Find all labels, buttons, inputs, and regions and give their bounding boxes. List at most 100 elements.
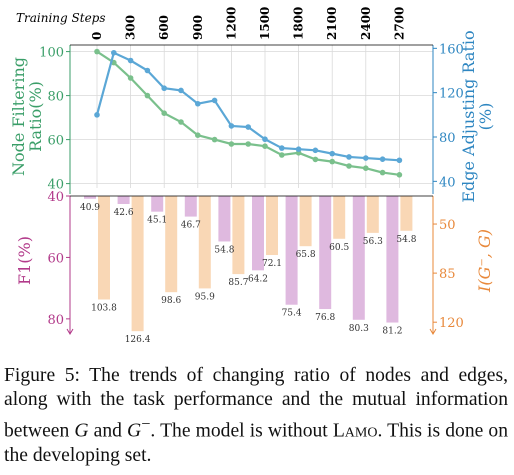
right-series-point <box>262 136 268 143</box>
left-tick-label: 80 <box>47 313 64 328</box>
mi-data-label: 54.8 <box>396 235 416 245</box>
right-series-point <box>312 147 319 154</box>
f1-data-label: 54.8 <box>214 245 234 255</box>
left-tick-label: 80 <box>47 90 64 105</box>
f1-bar <box>84 196 96 199</box>
bottom-left-axis-label: F1(%) <box>15 236 34 285</box>
top-gridlines <box>70 45 433 188</box>
right-series-point <box>346 154 352 160</box>
right-series-point <box>245 124 251 130</box>
caption-gminus: G <box>127 420 142 442</box>
right-tick-label: 40 <box>439 175 456 190</box>
right-series-point <box>379 156 386 162</box>
top-right-axis-label: Edge Adjusting Ratio(%) <box>459 30 495 202</box>
right-series-point <box>295 146 302 153</box>
top-panel: Training Steps 0 300 600 900 1200 1500 1800 210… <box>9 7 495 203</box>
left-tick-label: 40 <box>47 190 64 205</box>
x-tick-label: 300 <box>124 15 138 40</box>
bottom-axes: 40 60 80 50 85 120 <box>47 190 464 335</box>
x-tick-label: 1200 <box>224 7 238 40</box>
right-series-point <box>94 112 100 118</box>
bottom-right-axis-label: I(G⁻, G) <box>475 229 494 293</box>
mi-bar <box>333 196 346 239</box>
mi-data-label: 98.6 <box>161 296 181 306</box>
f1-data-label: 64.2 <box>248 274 268 284</box>
training-steps-label: Training Steps <box>16 11 106 25</box>
mi-bar <box>366 196 379 233</box>
right-series-point <box>178 87 184 94</box>
right-tick-label: 160 <box>439 42 464 57</box>
mi-data-label: 103.8 <box>91 303 117 313</box>
left-tick-label: 60 <box>47 134 64 149</box>
x-tick-label: 900 <box>191 15 205 40</box>
right-tick-label: 85 <box>439 267 456 282</box>
f1-bar <box>252 196 264 271</box>
left-series-point <box>329 158 336 165</box>
right-tick-label: 120 <box>439 316 464 331</box>
f1-bar <box>319 196 332 310</box>
right-tick-label: 80 <box>439 131 456 146</box>
right-series-point <box>127 57 134 64</box>
mi-bar <box>400 196 413 231</box>
f1-data-label: 46.7 <box>181 221 201 231</box>
caption-lead: Figure 5: The trends of changing ratio o… <box>4 365 508 442</box>
bottom-data-labels: 40.9 103.8 42.6 126.4 45.1 98.6 46.7 95.9 54.8 85… <box>80 203 417 345</box>
left-series-point <box>312 156 319 163</box>
left-series-point <box>262 143 268 149</box>
left-series-point <box>127 75 134 81</box>
top-axes: 40 60 80 100 40 80 120 160 <box>39 42 464 194</box>
f1-data-label: 76.8 <box>315 313 335 323</box>
f1-bar <box>184 196 197 217</box>
left-series-point <box>161 110 167 116</box>
x-tick-label: 2700 <box>392 7 406 40</box>
left-series-point <box>379 169 386 176</box>
top-left-axis-label: Node FilteringRatio(%) <box>9 57 45 176</box>
f1-data-label: 80.3 <box>349 324 369 334</box>
f1-data-label: 75.4 <box>282 309 302 319</box>
x-tick-label: 1800 <box>292 7 306 40</box>
caption-lamo: Lamo <box>332 420 378 442</box>
left-series-point <box>211 136 218 143</box>
f1-bar <box>218 196 231 242</box>
right-series-point <box>195 100 201 107</box>
right-series-point <box>228 123 235 129</box>
left-tick-label: 60 <box>47 251 64 266</box>
mi-bar <box>98 196 110 300</box>
left-tick-label: 40 <box>47 178 64 193</box>
left-series-point <box>245 141 251 147</box>
mi-bar <box>198 196 211 289</box>
right-series-point <box>111 49 117 56</box>
left-tick-label: 100 <box>39 46 64 61</box>
left-series-point <box>396 172 403 178</box>
figure: Training Steps 0 300 600 900 1200 1500 1800 210… <box>9 7 495 346</box>
x-tick-label: 1500 <box>258 7 272 40</box>
figure-caption: Figure 5: The trends of changing ratio o… <box>4 364 508 468</box>
mi-data-label: 85.7 <box>228 278 248 288</box>
right-series-point <box>396 157 403 164</box>
right-series-point <box>329 150 336 157</box>
right-series-point <box>144 67 151 74</box>
f1-data-label: 81.2 <box>382 327 402 337</box>
left-series-point <box>279 152 285 158</box>
f1-bar <box>386 196 399 323</box>
caption-gminus-sup: − <box>141 414 151 433</box>
f1-bar <box>285 196 298 305</box>
right-series-point <box>279 145 285 151</box>
right-series-point <box>161 85 167 92</box>
caption-end: . This is done on the developing set. <box>4 420 509 466</box>
right-series-point <box>363 155 369 161</box>
top-series <box>94 48 403 178</box>
bottom-right-arrow <box>429 328 437 335</box>
right-tick-label: 50 <box>439 218 456 233</box>
f1-bar <box>352 196 365 320</box>
mi-data-label: 126.4 <box>125 335 151 345</box>
caption-mid: . The model is without <box>150 420 333 442</box>
caption-and: and <box>88 420 128 442</box>
mi-data-label: 95.9 <box>195 292 215 302</box>
x-tick-label: 600 <box>157 15 171 40</box>
mi-data-label: 72.1 <box>262 259 282 269</box>
left-series-point <box>178 119 184 125</box>
left-series-point <box>346 163 352 169</box>
x-tick-label: 0 <box>90 32 104 40</box>
left-series-point <box>94 48 100 55</box>
